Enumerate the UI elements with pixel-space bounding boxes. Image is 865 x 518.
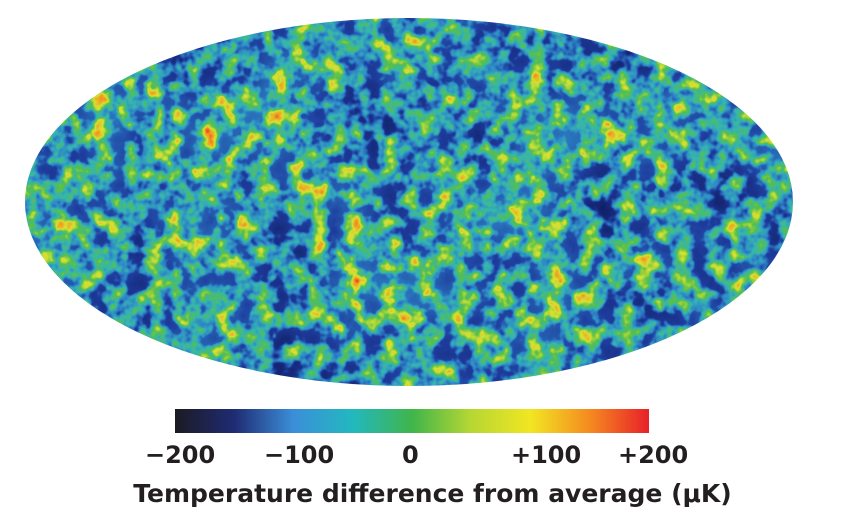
colorbar-tick-label: +200 (618, 441, 689, 469)
sky-map-texture (25, 18, 793, 386)
cmb-sky-map (25, 18, 793, 386)
colorbar-tick-label: −100 (264, 441, 335, 469)
colorbar-tick-label: 0 (402, 441, 419, 469)
colorbar-tick-label: −200 (145, 441, 216, 469)
caption: Temperature difference from average (μK) (133, 479, 732, 508)
colorbar-tick-label: +100 (511, 441, 582, 469)
colorbar (175, 409, 649, 433)
